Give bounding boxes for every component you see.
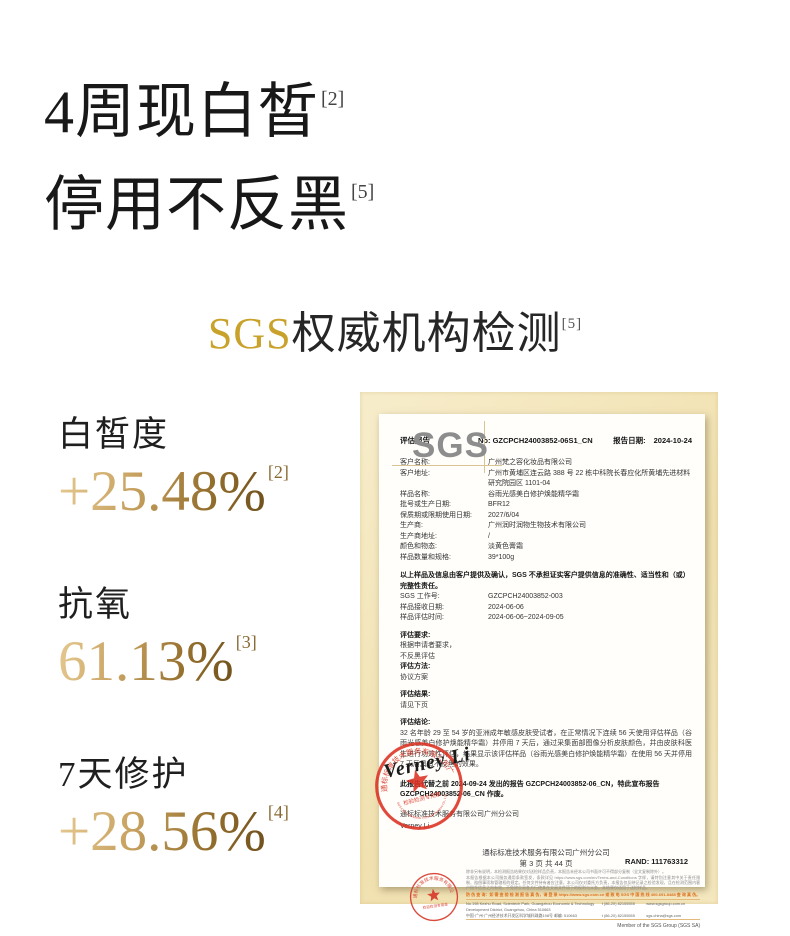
page-number: 第 3 页 共 44 页 <box>519 859 573 868</box>
footnote-ref: [3] <box>235 631 257 652</box>
section-title-text: 权威机构检测 <box>291 309 562 358</box>
revocation-note: 此报告代替之前 2024-09-24 发出的报告 GZCPCH24003852-… <box>400 780 660 799</box>
rand-number: RAND: 111763312 <box>625 856 688 866</box>
sgs-member-line: Member of the SGS Group (SGS SA) <box>617 923 701 930</box>
field-row: 样品评估时间: 2024-06-06~2024-09-05 <box>400 614 564 622</box>
metric-value: 61.13% <box>58 630 234 693</box>
anti-forgery-line: 防 伪 查 询：如 需 查 验 检 测 报 告 真 伪，请 登 录 https:… <box>466 891 701 897</box>
page-footer-row: 通标标准技术服务有限公司广州分公司 第 3 页 共 44 页 RAND: 111… <box>400 847 692 870</box>
metric-value: +28.56% <box>58 800 266 863</box>
address-box: No.198 Kezhu Road, Scientech Park, Guang… <box>466 898 701 921</box>
field-row: SGS 工作号: GZCPCH24003852-003 <box>400 593 563 601</box>
field-row: 生产商地址: / <box>400 532 490 540</box>
certificate-page: SGS 评估报告 No: GZCPCH24003852-06S1_CN 报告日期… <box>363 414 705 929</box>
fine-print: 除非另有说明，本检测报告结果仅对送检样品负责，本报告未经本公司书面许可不得部分复… <box>466 869 666 875</box>
field-row: 颜色和物态: 淡黄色膏霜 <box>400 543 523 551</box>
metric-value: +25.48% <box>58 460 266 523</box>
sgs-brand-text: SGS <box>207 309 292 358</box>
footer-stamp: 通标标准技术服务有限公司广州分公司 检验检测专用章 <box>405 868 459 922</box>
metric-label: 7天修护 <box>58 755 189 794</box>
section-requirements: 评估要求: 根据申请者要求， 不反黑评估 评估方法: 协议方案 <box>400 631 456 681</box>
metric-repair: 7天修护 +28.56% [4] <box>58 746 289 863</box>
address-row: No.198 Kezhu Road, Scientech Park, Guang… <box>466 900 686 912</box>
sgs-logo-text: SGS <box>412 426 489 465</box>
field-row: 批号或生产日期: BFR12 <box>400 501 510 509</box>
metric-label: 抗氧 <box>58 585 133 624</box>
field-row: 生产商: 广州润时润物生物技术有限公司 <box>400 522 586 530</box>
field-row: 客户名称: 广州梵之容化妆品有限公司 <box>400 459 572 467</box>
field-row: 样品接收日期: 2024-06-06 <box>400 603 524 611</box>
section-title: SGS权威机构检测[5] <box>0 297 790 361</box>
field-row: 客户地址: 广州市黄埔区连云路 388 号 22 栋中科院长春应化所黄埔先进材料… <box>400 469 691 488</box>
footer-text-block: 除非另有说明，本检测报告结果仅对送检样品负责，本报告未经本公司书面许可不得部分复… <box>466 869 701 931</box>
footnote-ref: [2] <box>321 88 345 110</box>
footnote-ref: [5] <box>561 316 583 333</box>
footnote-ref: [2] <box>267 461 289 482</box>
sample-disclaimer: 以上样品及信息由客户提供及确认，SGS 不承担证实客户提供信息的准确性、适当性和… <box>400 572 690 590</box>
headline-line1: 4周现白皙 [2] <box>44 79 345 145</box>
logo-crosshair-hline <box>392 465 502 466</box>
headline: 4周现白皙 [2] 停用不反黑 [5] <box>44 62 375 248</box>
svg-text:检验检测专用章: 检验检测专用章 <box>402 790 442 807</box>
report-date-label: 报告日期: <box>613 436 646 445</box>
headline-line2: 停用不反黑 [5] <box>44 172 375 238</box>
company-stamp: 通标标准技术服务有限公司广州分公司 检验检测专用章 SGS-CSTC Stand… <box>363 730 463 830</box>
metric-whitening: 白皙度 +25.48% [2] <box>58 406 289 523</box>
field-row: 样品名称: 谷雨光感美白修护焕能精华霜 <box>400 490 579 498</box>
report-date: 2024-10-24 <box>653 436 692 445</box>
section-conclusion: 评估结论: 32 名年龄 29 至 54 岁的亚洲成年敏感皮肤受试者，在正常情况… <box>400 719 692 769</box>
certificate-frame: SGS 评估报告 No: GZCPCH24003852-06S1_CN 报告日期… <box>360 392 718 929</box>
certificate-footer: 通标标准技术服务有限公司广州分公司 检验检测专用章 除非另有说明，本检测报告结果… <box>400 868 701 931</box>
signer-company: 通标标准技术服务有限公司广州分公司 <box>400 810 519 818</box>
svg-text:检验检测专用章: 检验检测专用章 <box>422 902 448 911</box>
footnote-ref: [4] <box>267 801 289 822</box>
footer-company: 通标标准技术服务有限公司广州分公司 <box>482 847 610 857</box>
metric-antioxidant: 抗氧 61.13% [3] <box>58 576 257 693</box>
footnote-ref: [5] <box>351 181 375 203</box>
metric-label: 白皙度 <box>58 415 170 454</box>
report-number: No: GZCPCH24003852-06S1_CN <box>478 436 593 445</box>
logo-crosshair-vline <box>484 421 485 473</box>
address-row: 中国·广州·广州经济技术开发区科学城科珠路198号 邮编: 510663 t (… <box>466 912 682 918</box>
field-row: 样品数量和规格: 39*100g <box>400 553 515 561</box>
field-row: 保质期或限期使用日期: 2027/6/04 <box>400 511 520 519</box>
report-type: 评估报告 <box>400 436 430 445</box>
section-result: 评估结果: 请见下页 <box>400 691 431 709</box>
fine-print: 本报告根据本公司服务通用条款签发，条款详见 https://www.sgs.co… <box>466 874 701 891</box>
